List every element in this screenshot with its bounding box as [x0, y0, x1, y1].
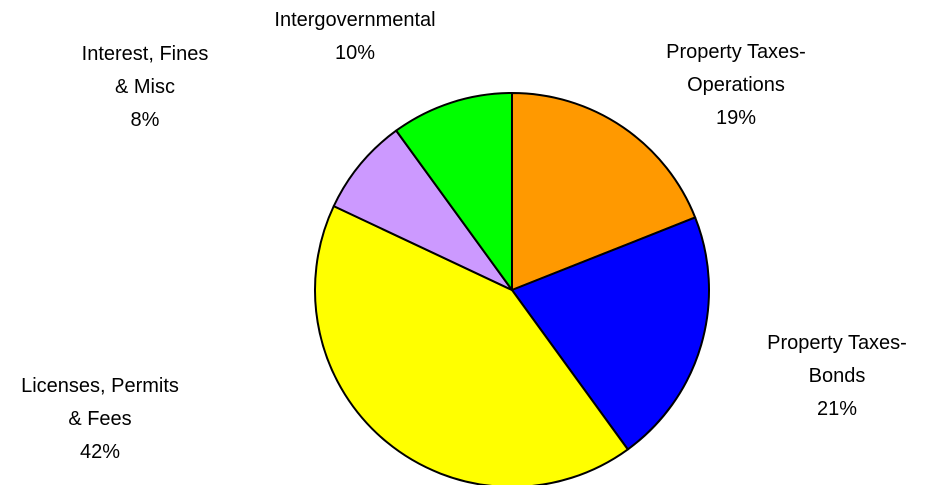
slice-label-line: Bonds: [808, 365, 866, 387]
slice-percent-label: 19%: [715, 107, 757, 129]
slice-label-line: & Fees: [68, 408, 132, 430]
pie-slice-interest-fines-misc: [332, 129, 513, 291]
slice-label-intergovernmental: Intergovernmental 10%: [255, 4, 455, 70]
slice-label-line: & Misc: [115, 76, 175, 98]
slice-label-line: Property Taxes-: [767, 332, 907, 354]
pie-slice-licenses-permits-fees: [314, 205, 629, 485]
pie-slice-intergovernmental: [395, 92, 513, 291]
slice-label-line: Licenses, Permits: [21, 375, 179, 397]
slice-label-interest-fines-misc: Interest, Fines & Misc 8%: [45, 38, 245, 137]
slice-label-line: Intergovernmental: [274, 9, 436, 31]
slice-percent-label: 21%: [816, 398, 858, 420]
pie-slices: [314, 92, 710, 485]
slice-percent-label: 8%: [130, 109, 160, 131]
pie-slice-property-taxes-operations: [511, 92, 697, 291]
slice-label-licenses-permits-fees: Licenses, Permits & Fees 42%: [0, 370, 200, 469]
slice-percent-label: 10%: [334, 42, 376, 64]
slice-label-line: Operations: [687, 74, 785, 96]
slice-label-line: Property Taxes-: [666, 41, 806, 63]
slice-label-line: Interest, Fines: [81, 43, 209, 65]
slice-label-property-taxes-operations: Property Taxes- Operations 19%: [636, 36, 836, 135]
slice-label-property-taxes-bonds: Property Taxes- Bonds 21%: [737, 327, 936, 426]
pie-slice-property-taxes-bonds: [511, 216, 710, 451]
slice-percent-label: 42%: [79, 441, 121, 463]
